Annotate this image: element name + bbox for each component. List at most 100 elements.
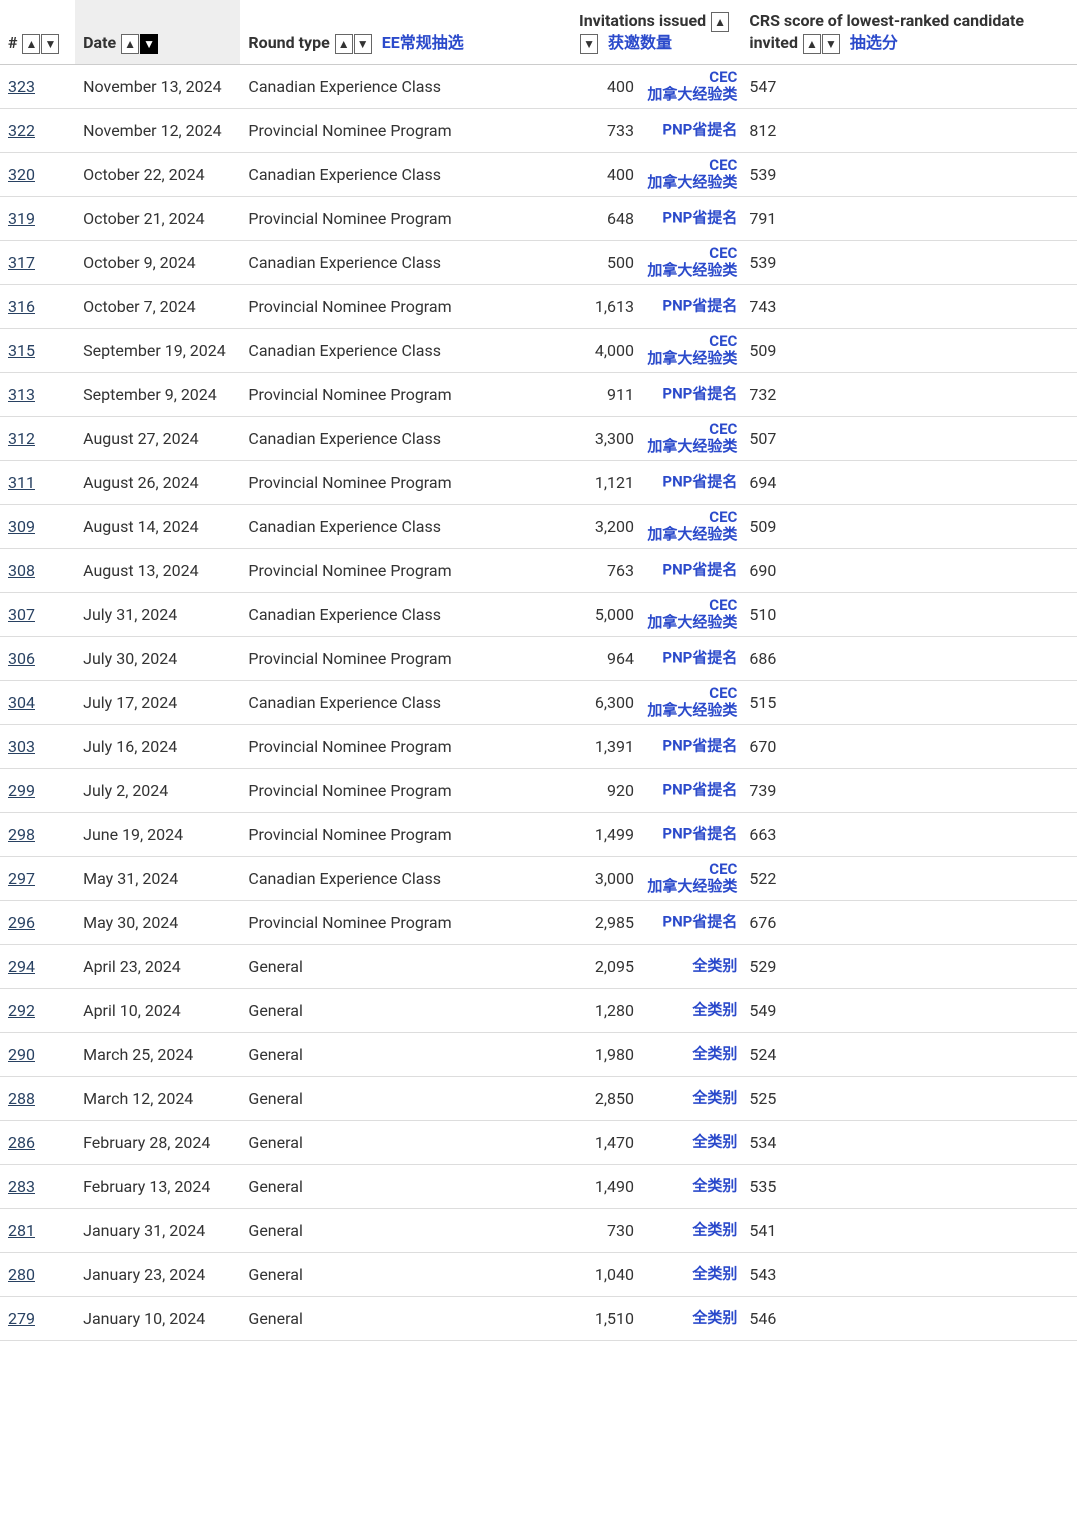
invitations-value: 1,510 <box>579 1309 634 1328</box>
sort-inv-asc-icon[interactable]: ▲ <box>711 12 729 32</box>
crs-value: 510 <box>749 605 789 624</box>
round-link[interactable]: 292 <box>8 1001 35 1020</box>
round-link[interactable]: 315 <box>8 341 35 360</box>
cell-num: 299 <box>0 768 75 812</box>
sort-type-asc-icon[interactable]: ▲ <box>335 34 353 54</box>
table-row: 280January 23, 2024General1,040全类别543 <box>0 1252 1077 1296</box>
cell-num: 306 <box>0 636 75 680</box>
round-link[interactable]: 306 <box>8 649 35 668</box>
round-badge: PNP省提名 <box>662 121 737 138</box>
invitations-value: 733 <box>579 121 634 140</box>
round-link[interactable]: 303 <box>8 737 35 756</box>
cell-date: November 13, 2024 <box>75 64 240 108</box>
cell-date: July 17, 2024 <box>75 680 240 724</box>
round-badge: 全类别 <box>692 1221 737 1238</box>
crs-value: 534 <box>749 1133 789 1152</box>
header-inv-cn: 获邀数量 <box>608 33 672 52</box>
round-link[interactable]: 311 <box>8 473 35 492</box>
round-link[interactable]: 281 <box>8 1221 35 1240</box>
sort-crs-asc-icon[interactable]: ▲ <box>803 34 821 54</box>
round-link[interactable]: 283 <box>8 1177 35 1196</box>
table-row: 283February 13, 2024General1,490全类别535 <box>0 1164 1077 1208</box>
table-row: 296May 30, 2024Provincial Nominee Progra… <box>0 900 1077 944</box>
round-badge: PNP省提名 <box>662 473 737 490</box>
cell-num: 307 <box>0 592 75 636</box>
round-link[interactable]: 323 <box>8 77 35 96</box>
crs-value: 539 <box>749 253 789 272</box>
round-link[interactable]: 297 <box>8 869 35 888</box>
sort-date-asc-icon[interactable]: ▲ <box>121 34 139 54</box>
round-link[interactable]: 298 <box>8 825 35 844</box>
round-link[interactable]: 319 <box>8 209 35 228</box>
round-link[interactable]: 296 <box>8 913 35 932</box>
round-badge: CEC加拿大经验类 <box>647 333 737 368</box>
sort-type-desc-icon[interactable]: ▼ <box>354 34 372 54</box>
crs-value: 547 <box>749 77 789 96</box>
round-link[interactable]: 322 <box>8 121 35 140</box>
cell-date: July 16, 2024 <box>75 724 240 768</box>
cell-crs: 663 <box>741 812 1077 856</box>
cell-date: November 12, 2024 <box>75 108 240 152</box>
cell-invitations: 1,490全类别 <box>571 1164 741 1208</box>
table-row: 315September 19, 2024Canadian Experience… <box>0 328 1077 372</box>
cell-invitations: 1,510全类别 <box>571 1296 741 1340</box>
cell-date: October 9, 2024 <box>75 240 240 284</box>
round-link[interactable]: 320 <box>8 165 35 184</box>
sort-crs-desc-icon[interactable]: ▼ <box>822 34 840 54</box>
cell-crs: 539 <box>741 240 1077 284</box>
invitations-value: 763 <box>579 561 634 580</box>
cell-invitations: 648PNP省提名 <box>571 196 741 240</box>
cell-crs: 543 <box>741 1252 1077 1296</box>
cell-num: 323 <box>0 64 75 108</box>
round-badge: 全类别 <box>692 957 737 974</box>
round-link[interactable]: 304 <box>8 693 35 712</box>
header-type-cn: EE常规抽选 <box>382 33 464 52</box>
round-link[interactable]: 280 <box>8 1265 35 1284</box>
round-badge: CEC加拿大经验类 <box>647 421 737 456</box>
table-row: 316October 7, 2024Provincial Nominee Pro… <box>0 284 1077 328</box>
cell-crs: 539 <box>741 152 1077 196</box>
cell-invitations: 400CEC加拿大经验类 <box>571 152 741 196</box>
cell-date: October 22, 2024 <box>75 152 240 196</box>
cell-crs: 509 <box>741 328 1077 372</box>
round-link[interactable]: 299 <box>8 781 35 800</box>
crs-value: 791 <box>749 209 789 228</box>
cell-invitations: 964PNP省提名 <box>571 636 741 680</box>
cell-type: General <box>240 1296 571 1340</box>
cell-invitations: 920PNP省提名 <box>571 768 741 812</box>
sort-num-desc-icon[interactable]: ▼ <box>41 34 59 54</box>
round-link[interactable]: 288 <box>8 1089 35 1108</box>
invitations-value: 1,980 <box>579 1045 634 1064</box>
round-link[interactable]: 316 <box>8 297 35 316</box>
round-link[interactable]: 286 <box>8 1133 35 1152</box>
round-link[interactable]: 279 <box>8 1309 35 1328</box>
cell-crs: 547 <box>741 64 1077 108</box>
cell-invitations: 2,850全类别 <box>571 1076 741 1120</box>
crs-value: 535 <box>749 1177 789 1196</box>
sort-date-desc-icon[interactable]: ▼ <box>140 34 158 54</box>
round-link[interactable]: 308 <box>8 561 35 580</box>
cell-invitations: 3,300CEC加拿大经验类 <box>571 416 741 460</box>
header-date: Date ▲▼ <box>75 0 240 64</box>
round-link[interactable]: 290 <box>8 1045 35 1064</box>
round-link[interactable]: 317 <box>8 253 35 272</box>
round-link[interactable]: 294 <box>8 957 35 976</box>
round-link[interactable]: 313 <box>8 385 35 404</box>
cell-num: 297 <box>0 856 75 900</box>
round-link[interactable]: 309 <box>8 517 35 536</box>
cell-num: 279 <box>0 1296 75 1340</box>
table-row: 320October 22, 2024Canadian Experience C… <box>0 152 1077 196</box>
sort-num-asc-icon[interactable]: ▲ <box>22 34 40 54</box>
cell-type: Provincial Nominee Program <box>240 548 571 592</box>
cell-type: Provincial Nominee Program <box>240 724 571 768</box>
round-link[interactable]: 307 <box>8 605 35 624</box>
cell-crs: 524 <box>741 1032 1077 1076</box>
cell-date: May 31, 2024 <box>75 856 240 900</box>
sort-inv-desc-icon[interactable]: ▼ <box>580 34 598 54</box>
round-badge: CEC加拿大经验类 <box>647 509 737 544</box>
rounds-table: # ▲▼ Date ▲▼ Round type ▲▼ EE常规抽选 Invita… <box>0 0 1077 1341</box>
table-row: 309August 14, 2024Canadian Experience Cl… <box>0 504 1077 548</box>
cell-type: Canadian Experience Class <box>240 64 571 108</box>
invitations-value: 2,985 <box>579 913 634 932</box>
round-link[interactable]: 312 <box>8 429 35 448</box>
